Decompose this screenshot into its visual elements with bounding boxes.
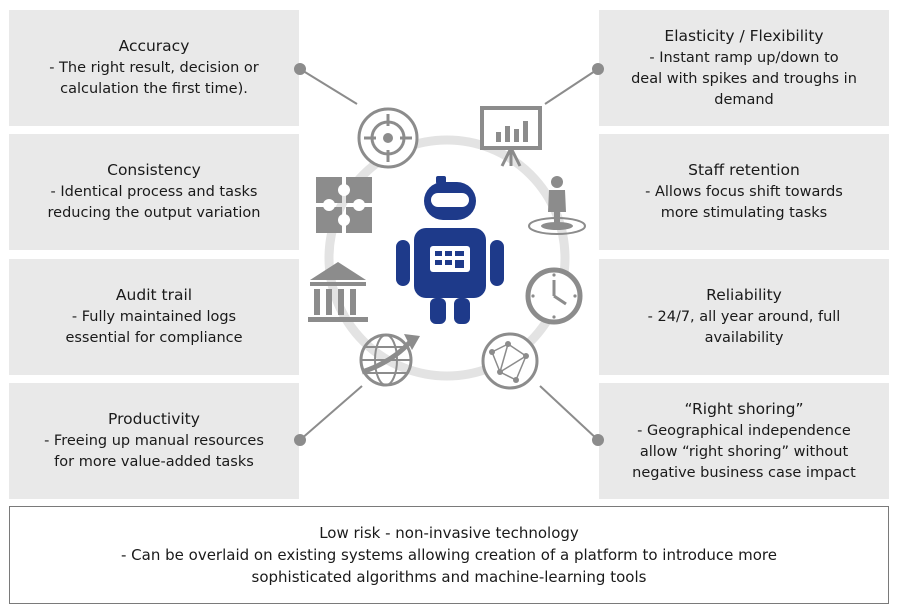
productivity-connector xyxy=(299,385,363,441)
elasticity-title: Elasticity / Flexibility xyxy=(664,26,824,45)
right-shoring-body: - Geographical independence allow “right… xyxy=(632,422,856,481)
staff-retention-title: Staff retention xyxy=(688,161,800,179)
staff-retention-box: Staff retention - Allows focus shift tow… xyxy=(599,134,889,250)
right-shoring-connector-dot xyxy=(592,434,604,446)
accuracy-body: - The right result, decision or calculat… xyxy=(49,60,259,97)
audit-trail-title: Audit trail xyxy=(115,286,193,304)
audit-trail-box: Audit trail - Fully maintained logs esse… xyxy=(9,259,299,375)
productivity-title: Productivity xyxy=(108,410,200,428)
elasticity-body: - Instant ramp up/down to deal with spik… xyxy=(631,49,857,108)
puzzle-icon xyxy=(316,177,372,233)
right-shoring-box: “Right shoring” - Geographical independe… xyxy=(599,383,889,499)
accuracy-title: Accuracy xyxy=(118,37,190,55)
staff-retention-body: - Allows focus shift towards more stimul… xyxy=(645,184,843,221)
accuracy-connector xyxy=(299,68,358,105)
consistency-title: Consistency xyxy=(107,161,201,179)
productivity-connector-dot xyxy=(294,434,306,446)
productivity-box: Productivity - Freeing up manual resourc… xyxy=(9,383,299,499)
clock-icon xyxy=(525,267,583,325)
reliability-title: Reliability xyxy=(706,286,782,304)
right-shoring-connector xyxy=(539,385,599,441)
reliability-body: - 24/7, all year around, full availabili… xyxy=(647,309,841,346)
elasticity-box: Elasticity / Flexibility - Instant ramp … xyxy=(599,10,889,126)
center-ring xyxy=(324,135,570,381)
accuracy-box: Accuracy - The right result, decision or… xyxy=(9,10,299,126)
central-graphic xyxy=(294,63,604,446)
consistency-body: - Identical process and tasks reducing t… xyxy=(47,184,261,221)
robot-icon xyxy=(396,176,504,324)
elasticity-connector-dot xyxy=(592,63,604,75)
reliability-box: Reliability - 24/7, all year around, ful… xyxy=(599,259,889,375)
globe-arrow-icon xyxy=(359,333,420,387)
right-shoring-title: “Right shoring” xyxy=(684,399,804,418)
presentation-chart-icon xyxy=(480,106,542,167)
low-risk-body: - Can be overlaid on existing systems al… xyxy=(121,546,777,586)
consistency-box: Consistency - Identical process and task… xyxy=(9,134,299,250)
audit-trail-body: - Fully maintained logs essential for co… xyxy=(65,309,243,346)
target-icon xyxy=(357,107,419,169)
low-risk-box: Low risk - non-invasive technology - Can… xyxy=(9,506,889,604)
elasticity-connector xyxy=(544,68,599,105)
network-globe-icon xyxy=(481,332,539,390)
person-icon xyxy=(528,176,586,235)
bank-icon xyxy=(308,262,368,322)
low-risk-title: Low risk - non-invasive technology xyxy=(319,524,579,542)
productivity-body: - Freeing up manual resources for more v… xyxy=(44,433,264,470)
accuracy-connector-dot xyxy=(294,63,306,75)
